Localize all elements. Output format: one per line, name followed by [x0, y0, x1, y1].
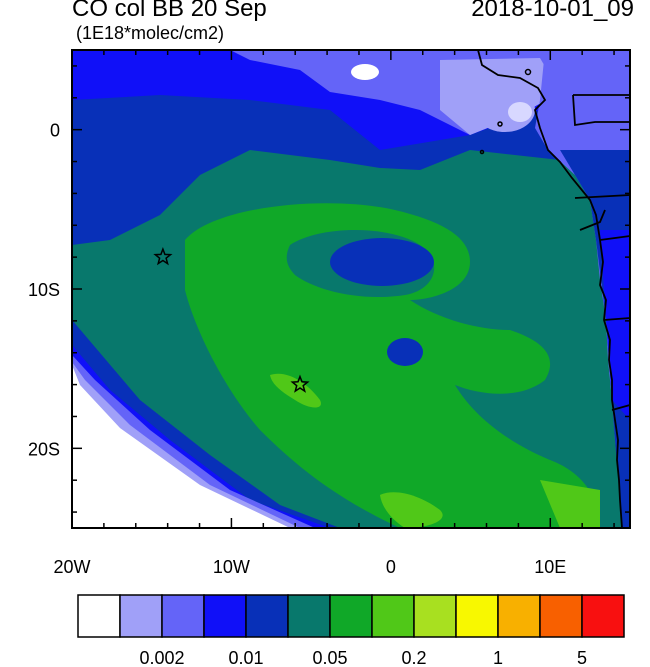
- colorbar-label: 0.01: [228, 648, 263, 667]
- colorbar-swatch: [581, 594, 625, 638]
- colorbar-label: 1: [493, 648, 503, 667]
- x-tick-label: 10E: [534, 557, 566, 577]
- islands: [479, 68, 532, 155]
- colorbar-swatch: [539, 594, 583, 638]
- y-tick-label: 10S: [28, 280, 60, 300]
- colorbar-swatch: [245, 594, 289, 638]
- colorbar-swatch: [413, 594, 457, 638]
- timestamp-label: 2018-10-01_09: [471, 0, 634, 22]
- axis-ticks: [71, 50, 630, 528]
- x-tick-label: 10W: [213, 557, 250, 577]
- star-marker-icon: [290, 374, 310, 393]
- colorbar-label: 5: [577, 648, 587, 667]
- colorbar-swatch: [287, 594, 331, 638]
- colorbar-swatch: [161, 594, 205, 638]
- site-markers: [153, 246, 310, 393]
- x-tick-label: 20W: [53, 557, 90, 577]
- y-tick-label: 0: [50, 121, 60, 141]
- colorbar-swatch: [77, 594, 121, 638]
- x-tick-label: 0: [386, 557, 396, 577]
- map-title: CO col BB 20 Sep: [72, 0, 267, 22]
- colorbar-swatch: [497, 594, 541, 638]
- colorbar-label: 0.002: [139, 648, 184, 667]
- colorbar-label: 0.2: [401, 648, 426, 667]
- colorbar-swatch: [455, 594, 499, 638]
- colorbar-swatch: [371, 594, 415, 638]
- y-tick-label: 20S: [28, 439, 60, 459]
- colorbar: [77, 594, 625, 638]
- colorbar-label: 0.05: [312, 648, 347, 667]
- colorbar-labels: 0.002 0.01 0.05 0.2 1 5: [139, 648, 587, 667]
- co-field: [72, 50, 630, 528]
- colorbar-swatch: [119, 594, 163, 638]
- star-marker-icon: [153, 246, 173, 266]
- axis-tick-labels: 20W 10W 0 10E 0 10S 20S: [28, 121, 566, 577]
- colorbar-swatch: [329, 594, 373, 638]
- coastline: [477, 49, 631, 529]
- colorbar-swatch: [203, 594, 247, 638]
- units-label: (1E18*molec/cm2): [76, 23, 225, 43]
